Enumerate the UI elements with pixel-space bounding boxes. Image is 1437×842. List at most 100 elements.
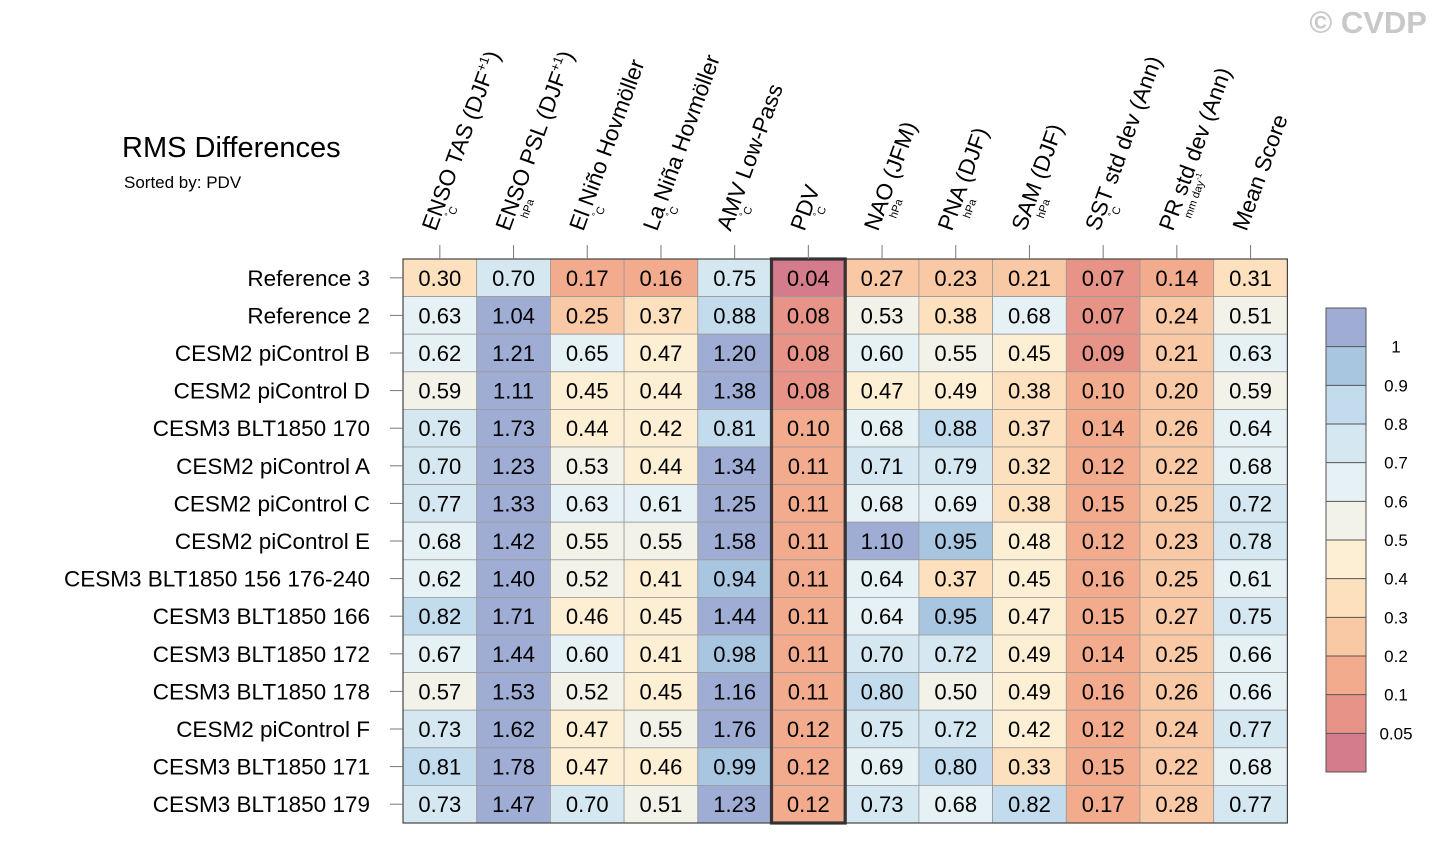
cell-value: 0.64 (861, 604, 904, 629)
cell-value: 0.55 (566, 529, 609, 554)
column-unit: °C (664, 204, 682, 220)
heatmap-cell (1213, 559, 1288, 598)
heatmap-cell (402, 446, 478, 485)
cell-value: 0.49 (934, 379, 977, 404)
cell-value: 1.62 (492, 717, 535, 742)
cell-value: 0.88 (934, 416, 977, 441)
cell-value: 0.08 (787, 379, 830, 404)
cell-value: 0.81 (713, 416, 756, 441)
cell-value: 0.25 (1155, 642, 1198, 667)
cell-value: 0.21 (1008, 266, 1051, 291)
cell-value: 0.20 (1155, 379, 1198, 404)
cell-value: 0.32 (1008, 454, 1051, 479)
heatmap-cell (476, 597, 551, 636)
heatmap-cell (992, 559, 1067, 598)
cell-value: 0.95 (934, 604, 977, 629)
row-label: CESM2 piControl A (176, 454, 370, 479)
heatmap-cell (623, 258, 699, 297)
colorbar-swatch (1326, 540, 1366, 579)
heatmap-cell (1065, 672, 1141, 711)
cell-value: 0.71 (861, 454, 904, 479)
heatmap-cell (1065, 258, 1141, 297)
heatmap-cell (402, 634, 478, 673)
heatmap-cell (623, 296, 699, 335)
heatmap-cell (1065, 484, 1141, 523)
heatmap-cell (1065, 371, 1141, 410)
cell-value: 0.53 (566, 454, 609, 479)
colorbar-label: 0.8 (1384, 415, 1408, 434)
heatmap-cell (1065, 597, 1141, 636)
heatmap-cell (1139, 296, 1215, 335)
row-label: CESM3 BLT1850 171 (153, 755, 370, 780)
heatmap-cells (402, 257, 1289, 825)
cell-value: 1.11 (493, 379, 534, 404)
cell-value: 1.47 (492, 792, 535, 817)
cell-value: 1.40 (492, 567, 535, 592)
cell-value: 0.82 (1008, 792, 1051, 817)
row-label: Reference 2 (247, 303, 370, 328)
column-label: Mean Score (1228, 111, 1293, 234)
heatmap-cell (550, 709, 625, 749)
cell-value: 0.16 (1082, 567, 1125, 592)
heatmap-cell (771, 747, 846, 786)
heatmap-cell (992, 634, 1067, 673)
heatmap-cell (1139, 484, 1215, 523)
cell-value: 0.68 (1008, 303, 1051, 328)
cell-value: 0.66 (1229, 679, 1272, 704)
cell-value: 1.20 (713, 341, 756, 366)
heatmap-cell (918, 709, 994, 749)
cell-value: 0.15 (1082, 604, 1125, 629)
column-unit: °C (811, 204, 829, 220)
cell-value: 0.70 (418, 454, 461, 479)
cell-value: 0.77 (418, 491, 461, 516)
cell-value: 0.73 (861, 792, 904, 817)
cell-value: 0.16 (640, 266, 683, 291)
cell-value: 0.22 (1155, 454, 1198, 479)
cell-value: 0.12 (1082, 717, 1125, 742)
heatmap-cell (1139, 709, 1215, 749)
cell-value: 0.70 (492, 266, 535, 291)
cell-value: 1.38 (713, 379, 756, 404)
cell-value: 0.26 (1155, 679, 1198, 704)
cell-value: 0.75 (713, 266, 756, 291)
heatmap-cell (1139, 747, 1215, 786)
cell-value: 0.68 (861, 416, 904, 441)
cell-value: 0.47 (861, 379, 904, 404)
heatmap-cell (918, 597, 994, 636)
cell-value: 1.42 (492, 529, 535, 554)
row-label: Reference 3 (247, 266, 370, 291)
heatmap-cell (697, 484, 772, 523)
heatmap-cell (476, 709, 551, 749)
cell-value: 0.11 (788, 491, 829, 516)
column-unit: °C (590, 204, 608, 220)
cell-value: 0.49 (1008, 642, 1051, 667)
colorbar-swatch (1326, 578, 1366, 618)
row-label: CESM3 BLT1850 156 176-240 (64, 567, 370, 592)
heatmap-cell (697, 521, 772, 561)
cell-value: 1.10 (861, 529, 904, 554)
cell-value: 0.77 (1229, 792, 1272, 817)
colorbar-label: 0.05 (1379, 724, 1412, 743)
cell-value: 0.94 (713, 567, 756, 592)
heatmap-cell (623, 597, 699, 636)
heatmap-cell (1139, 371, 1215, 410)
heatmap-cell (918, 785, 994, 824)
heatmap-cell (1065, 446, 1141, 485)
cell-value: 0.63 (418, 303, 461, 328)
cell-value: 0.37 (1008, 416, 1051, 441)
heatmap-cell (476, 559, 551, 598)
cell-value: 1.25 (713, 491, 756, 516)
cell-value: 0.15 (1082, 491, 1125, 516)
cell-value: 0.64 (861, 567, 904, 592)
cell-value: 0.09 (1082, 341, 1125, 366)
heatmap-cell (918, 446, 994, 485)
column-unit: °C (737, 204, 755, 220)
cell-value: 1.71 (492, 604, 535, 629)
cell-value: 0.14 (1155, 266, 1198, 291)
colorbar-labels: 1 0.9 0.8 0.7 0.6 0.5 0.4 0.3 0.2 0.1 0.05 (1379, 338, 1412, 744)
row-label: CESM2 piControl F (176, 717, 370, 742)
colorbar (1325, 307, 1367, 773)
heatmap-cell (476, 258, 551, 297)
colorbar-label: 0.9 (1384, 376, 1408, 395)
heatmap-cell (402, 484, 478, 523)
